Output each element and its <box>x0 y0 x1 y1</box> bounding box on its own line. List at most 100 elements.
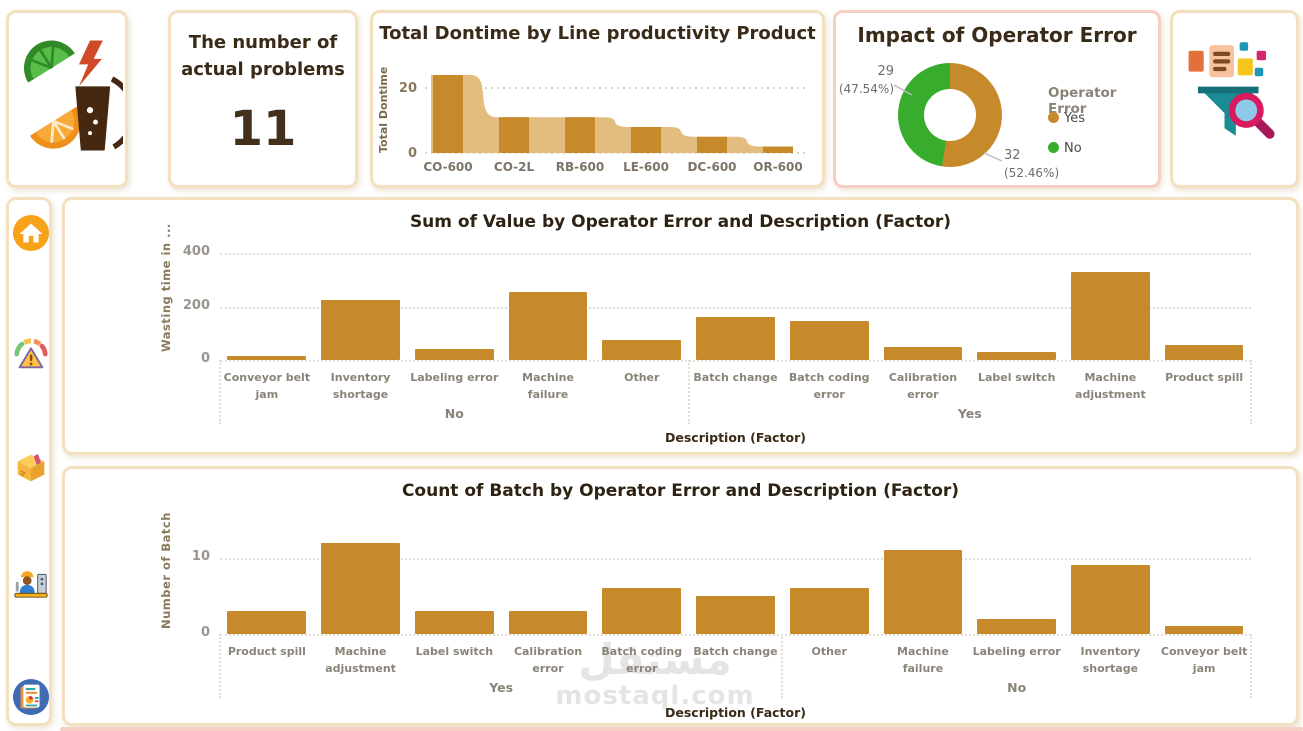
group-label: Yes <box>957 406 982 421</box>
bar[interactable] <box>883 550 963 634</box>
category-label: Conveyor belt jam <box>1160 645 1248 675</box>
sidebar-risk-gauge-icon[interactable] <box>12 335 50 375</box>
category-label: Other <box>811 645 847 658</box>
legend-item-no[interactable]: No <box>1048 141 1082 156</box>
group-separator <box>687 360 690 424</box>
bar[interactable] <box>602 340 682 360</box>
bar[interactable] <box>789 321 869 360</box>
y-tick-label: 200 <box>182 297 210 313</box>
bar[interactable] <box>1164 626 1244 634</box>
bar[interactable] <box>414 611 494 634</box>
bar[interactable]: OR-600: 2 <box>763 146 793 154</box>
bar[interactable]: LE-600: 8 <box>631 127 661 153</box>
donut-label-yes: 32 (52.46%) <box>1004 148 1060 180</box>
donut-label-no: 29 (47.54%) <box>838 64 894 96</box>
bar[interactable] <box>414 349 494 360</box>
bolt-icon <box>79 40 103 87</box>
bar[interactable]: CO-600: 24 <box>433 75 463 153</box>
svg-text:RB-600: RB-600 <box>556 160 604 174</box>
category-label: Product spill <box>1165 371 1244 384</box>
category-label: Conveyor belt jam <box>223 371 311 401</box>
bar[interactable] <box>883 346 963 360</box>
category-label: Batch coding error <box>601 645 683 675</box>
gridline <box>220 253 1251 256</box>
group-label: No <box>444 406 464 421</box>
category-label: Inventory shortage <box>1080 645 1141 675</box>
svg-text:CO-2L: CO-2L <box>494 160 535 174</box>
svg-text:LE-600: LE-600 <box>623 160 669 174</box>
group-separator <box>781 634 784 698</box>
sum-value-title: Sum of Value by Operator Error and Descr… <box>409 212 952 232</box>
gridline <box>220 557 1251 560</box>
downtime-chart-card: Total Dontime by Line productivity Produ… <box>370 10 825 188</box>
watermark: مستقل mostaql.com <box>555 635 755 712</box>
svg-text:DC-600: DC-600 <box>687 160 736 174</box>
bar[interactable] <box>977 352 1057 360</box>
page-bottom-strip <box>60 727 1303 731</box>
y-tick-label: 400 <box>182 244 210 260</box>
category-label: Machine failure <box>522 371 574 401</box>
category-label: Batch change <box>693 645 778 658</box>
category-label: Inventory shortage <box>330 371 391 401</box>
bar[interactable] <box>1071 272 1150 360</box>
sidebar <box>6 197 52 726</box>
sum-value-ylabel: Wasting time in ... <box>159 223 173 352</box>
group-label: Yes <box>489 680 514 695</box>
svg-text:0: 0 <box>408 146 417 161</box>
bar[interactable] <box>696 595 775 634</box>
bar[interactable]: RB-600: 11 <box>565 117 595 153</box>
category-label: Label switch <box>415 645 494 658</box>
y-tick-label: 0 <box>200 351 210 366</box>
legend-item-yes[interactable]: Yes <box>1048 111 1085 126</box>
category-label: Label switch <box>977 371 1056 384</box>
bar[interactable]: DC-600: 5 <box>697 136 727 153</box>
gridline <box>220 634 1251 636</box>
bar[interactable] <box>508 611 588 634</box>
bar[interactable] <box>789 588 869 634</box>
bar[interactable] <box>696 317 775 360</box>
batch-count-panel: مستقل mostaql.com Count of Batch by Oper… <box>62 466 1299 726</box>
legend-dot-no <box>1048 142 1059 153</box>
filter-search-card <box>1170 10 1299 188</box>
bar[interactable] <box>227 356 307 360</box>
category-label: Batch change <box>693 371 778 384</box>
donut-title: Impact of Operator Error <box>857 23 1137 47</box>
category-label: Machine adjustment <box>325 645 396 675</box>
group-label: No <box>1007 680 1027 695</box>
batch-count-xlabel: Description (Factor) <box>664 705 806 720</box>
bar[interactable] <box>602 588 682 634</box>
gridline <box>220 306 1251 309</box>
bar[interactable] <box>321 542 400 634</box>
sidebar-home-icon[interactable] <box>12 214 50 254</box>
category-label: Labeling error <box>972 645 1061 658</box>
operator-error-donut[interactable] <box>898 63 1002 167</box>
bar[interactable] <box>977 618 1057 634</box>
batch-count-plot[interactable]: 0 10 Product spill Machine adjustment Label … <box>192 535 1252 698</box>
batch-count-title: Count of Batch by Operator Error and Des… <box>401 481 960 501</box>
downtime-combo-chart[interactable]: 0 20 CO-600: 24 CO-600 CO-2L: 11 CO-2L RB-600:… <box>373 55 822 183</box>
bar[interactable] <box>1071 565 1150 634</box>
svg-text:OR-600: OR-600 <box>753 160 802 174</box>
bar[interactable]: CO-2L: 11 <box>499 117 529 153</box>
bar[interactable] <box>1164 345 1244 360</box>
category-label: Other <box>624 371 660 384</box>
svg-text:Total Dontime: Total Dontime <box>377 67 390 153</box>
category-label: Machine failure <box>897 645 949 675</box>
sidebar-operator-icon[interactable] <box>12 562 50 602</box>
sum-value-panel: Sum of Value by Operator Error and Descr… <box>62 197 1299 455</box>
svg-text:20: 20 <box>399 81 417 96</box>
downtime-chart-title: Total Dontime by Line productivity Produ… <box>379 23 816 44</box>
soda-brand-logo-icon <box>24 40 123 151</box>
brand-card <box>6 10 128 188</box>
sidebar-report-icon[interactable] <box>12 678 50 718</box>
sidebar-package-icon[interactable] <box>12 448 50 488</box>
y-tick-label: 10 <box>191 548 210 564</box>
data-filter-search-icon <box>1188 42 1275 139</box>
bar[interactable] <box>227 611 307 634</box>
category-label: Calibration error <box>888 371 958 401</box>
bar[interactable] <box>321 300 400 360</box>
sum-value-plot[interactable]: 0 200 400 Conveyor belt jam Inventory shorta… <box>183 244 1252 424</box>
sum-value-xlabel: Description (Factor) <box>664 430 806 445</box>
bar[interactable] <box>508 292 588 360</box>
